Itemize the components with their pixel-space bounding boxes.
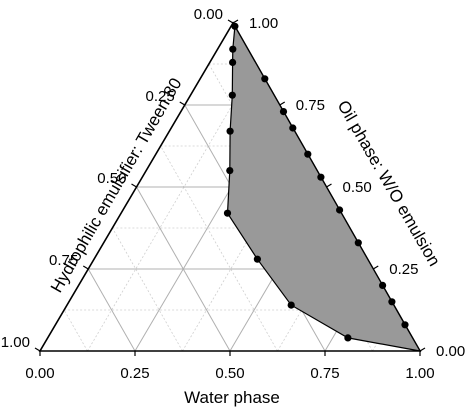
tick-marks	[34, 19, 426, 356]
bottom-tick-label: 1.00	[405, 365, 434, 382]
grid-line-tween	[63, 309, 88, 352]
tick-right	[372, 265, 379, 270]
tick-right	[279, 101, 286, 106]
grid-line-tween	[160, 145, 278, 352]
data-marker	[229, 58, 237, 66]
grid-line-tween	[112, 227, 183, 352]
left-tick-label: 0.50	[97, 170, 126, 187]
data-marker	[253, 255, 261, 263]
bottom-axis-title: Water phase	[184, 388, 280, 407]
grid-line-water	[87, 63, 257, 352]
tick-labels: 0.00 0.25 0.50 0.75 1.000.000.250.500.751.00…	[1, 6, 465, 382]
tick-left	[179, 101, 186, 106]
data-marker	[354, 239, 362, 247]
left-tick-label: 1.00	[1, 334, 30, 351]
left-axis-title: Hydrophilic emulsifier: Tween 80	[47, 75, 186, 296]
tick-left	[34, 347, 41, 352]
tick-right	[419, 347, 426, 352]
data-marker	[388, 298, 396, 306]
data-marker	[379, 281, 387, 289]
data-marker	[223, 209, 232, 217]
left-tick-label: 0.75	[49, 252, 78, 269]
data-marker	[261, 75, 269, 83]
tick-right	[326, 183, 332, 188]
right-tick-label: 0.75	[296, 97, 325, 114]
data-marker	[229, 45, 237, 53]
tick-left	[82, 265, 89, 270]
data-marker	[228, 91, 236, 99]
data-markers	[223, 22, 409, 342]
left-tick-label: 0.25	[146, 88, 175, 105]
data-marker	[304, 150, 312, 158]
data-marker	[226, 167, 234, 175]
tick-right	[232, 19, 239, 24]
grid-line-tween	[136, 186, 231, 352]
tick-left	[131, 183, 137, 188]
right-tick-label: 0.50	[343, 179, 372, 196]
right-tick-label: 1.00	[249, 15, 278, 32]
data-marker	[317, 173, 325, 181]
bottom-tick-label: 0.25	[120, 365, 149, 382]
grid-line-tween	[87, 268, 136, 352]
data-marker	[287, 301, 295, 309]
bottom-tick-label: 0.00	[25, 365, 54, 382]
left-tick-label: 0.00	[194, 6, 223, 23]
bottom-tick-label: 0.75	[310, 365, 339, 382]
bottom-tick-label: 0.50	[215, 365, 244, 382]
data-marker	[336, 206, 344, 214]
tick-left	[227, 19, 234, 24]
data-marker	[401, 321, 409, 329]
data-marker	[226, 127, 234, 135]
right-tick-label: 0.00	[436, 343, 465, 360]
data-marker	[344, 334, 352, 342]
data-marker	[289, 124, 297, 132]
data-marker	[279, 108, 288, 116]
data-marker	[231, 22, 239, 30]
right-tick-label: 0.25	[389, 261, 418, 278]
